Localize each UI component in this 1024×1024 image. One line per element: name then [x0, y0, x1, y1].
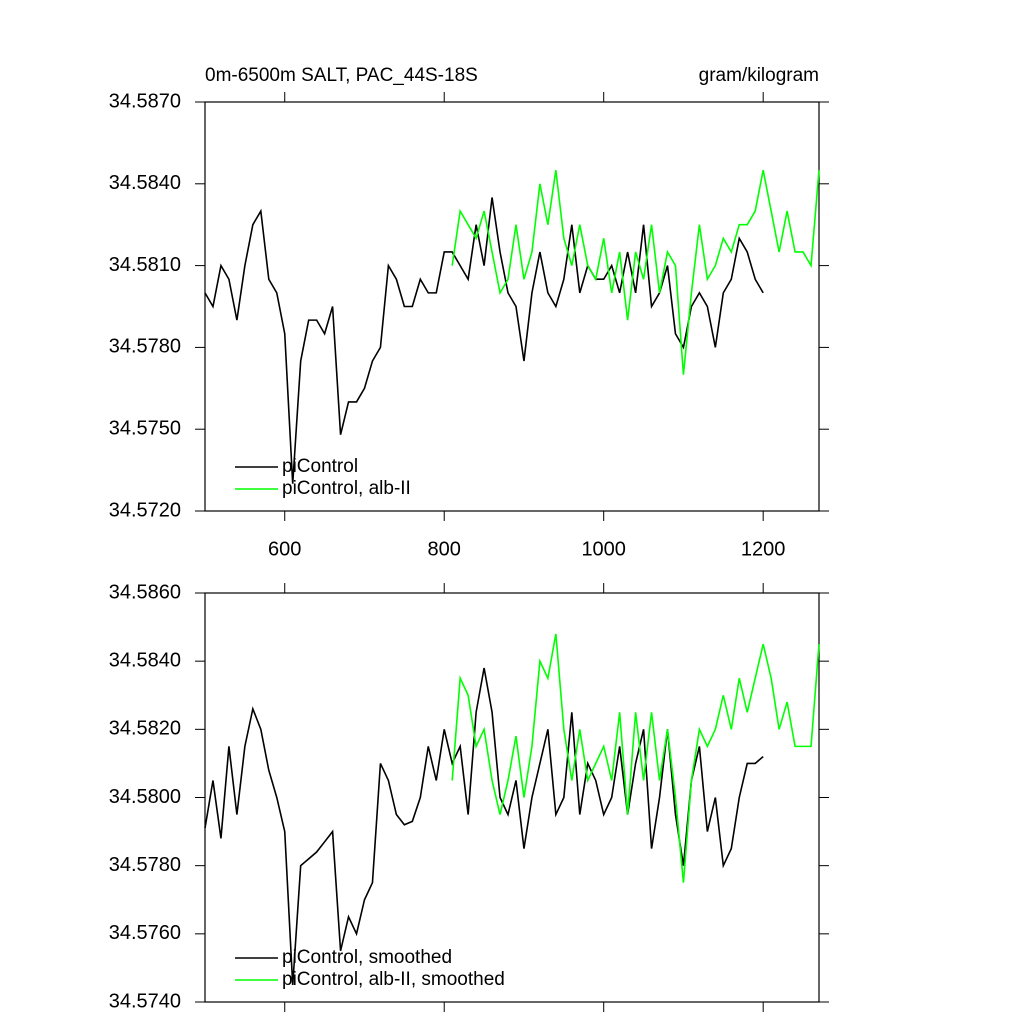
x-tick-label: 600 — [268, 538, 301, 560]
y-tick-label: 34.5750 — [109, 417, 181, 439]
x-tick-label: 800 — [428, 538, 461, 560]
y-tick-label: 34.5860 — [109, 581, 181, 603]
y-tick-label: 34.5810 — [109, 254, 181, 276]
x-tick-label: 1200 — [741, 538, 786, 560]
y-tick-label: 34.5840 — [109, 649, 181, 671]
legend-label: piControl — [282, 456, 358, 477]
y-tick-label: 34.5740 — [109, 990, 181, 1012]
y-tick-label: 34.5780 — [109, 336, 181, 358]
y-tick-label: 34.5840 — [109, 172, 181, 194]
legend-label: piControl, alb-II — [282, 478, 411, 499]
y-tick-label: 34.5780 — [109, 854, 181, 876]
y-tick-label: 34.5720 — [109, 499, 181, 521]
series-line — [451, 170, 820, 375]
legend-label: piControl, smoothed — [282, 947, 452, 968]
series-line — [451, 633, 820, 883]
y-tick-label: 34.5760 — [109, 922, 181, 944]
plot-frame — [204, 101, 820, 512]
y-tick-label: 34.5820 — [109, 718, 181, 740]
y-tick-label: 34.5800 — [109, 786, 181, 808]
units-label: gram/kilogram — [699, 65, 819, 86]
x-tick-label: 1000 — [581, 538, 626, 560]
y-tick-label: 34.5870 — [109, 90, 181, 112]
chart-title: 0m-6500m SALT, PAC_44S-18S — [205, 65, 478, 86]
series-line — [204, 197, 764, 484]
legend-label: piControl, alb-II, smoothed — [282, 969, 505, 990]
